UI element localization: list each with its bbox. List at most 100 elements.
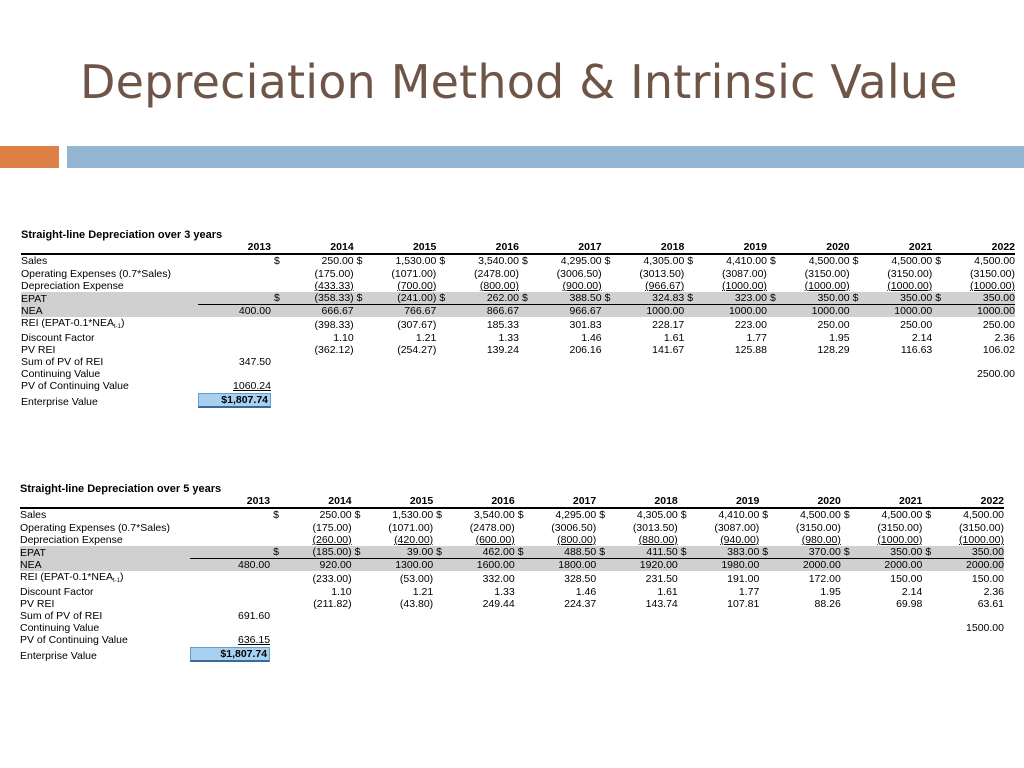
year-header-2017: 2017 bbox=[514, 495, 597, 510]
cell-value: 411.50 bbox=[646, 546, 678, 559]
value-2018: 1920.00 bbox=[596, 558, 678, 572]
empty-cell bbox=[436, 368, 519, 380]
cell-value: 228.17 bbox=[652, 319, 685, 332]
summary-value: 636.15 bbox=[237, 634, 271, 647]
value-2015: $39.00 bbox=[351, 546, 434, 560]
pv-continuing-value: 636.15 bbox=[190, 634, 270, 646]
value-2019: $4,410.00 bbox=[684, 254, 767, 267]
continuing-value: 1500.00 bbox=[966, 622, 1004, 635]
cell-value: 69.98 bbox=[896, 597, 923, 610]
value-2019: 107.81 bbox=[678, 598, 759, 610]
cell-value: (254.27) bbox=[397, 343, 437, 356]
value-2016: 185.33 bbox=[436, 317, 519, 331]
value-2014: $250.00 bbox=[271, 254, 354, 267]
cell-value: 224.37 bbox=[564, 597, 597, 610]
value-2017: 1.46 bbox=[519, 332, 601, 344]
row-label: Enterprise Value bbox=[20, 649, 97, 662]
value-2017: 301.83 bbox=[519, 317, 602, 331]
value-2018: $411.50 bbox=[596, 546, 678, 560]
row-label: Sum of PV of REI bbox=[21, 356, 104, 369]
summary-value: 347.50 bbox=[238, 356, 271, 369]
year-header-2015: 2015 bbox=[351, 495, 434, 510]
value-2021: $4,500.00 bbox=[850, 254, 933, 267]
value-2022: 2000.00 bbox=[922, 558, 1004, 572]
dollar-sign: $ bbox=[521, 292, 528, 305]
cell-value: 1.61 bbox=[663, 331, 685, 344]
cell-value: 1980.00 bbox=[721, 559, 760, 572]
row-label: PV of Continuing Value bbox=[21, 380, 129, 393]
cell-value: 4,295.00 bbox=[560, 255, 602, 268]
cell-value: (3013.50) bbox=[639, 267, 685, 280]
value-2021: (1000.00) bbox=[850, 280, 932, 292]
row-label: Discount Factor bbox=[21, 331, 95, 344]
row-sumpv: Sum of PV of REI 691.60 bbox=[20, 610, 1004, 622]
value-2015: (254.27) bbox=[354, 343, 437, 356]
value-2014: (398.33) bbox=[271, 317, 354, 331]
value-2017: 1800.00 bbox=[514, 558, 597, 572]
row-label: EPAT bbox=[20, 546, 191, 559]
value-2018: 1000.00 bbox=[601, 304, 685, 318]
value-2013 bbox=[198, 317, 271, 331]
year-header-2019: 2019 bbox=[684, 241, 767, 256]
year-header-2016: 2016 bbox=[436, 241, 519, 256]
row-ev: Enterprise Value $1,807.74 bbox=[21, 392, 1015, 408]
year-header-2013: 2013 bbox=[198, 241, 271, 256]
row-pvrei: PV REI (211.82) (43.80) 249.44 224.37 143.74 1… bbox=[20, 598, 1004, 610]
cell-value: 262.00 bbox=[486, 292, 519, 305]
value-2016: 1.33 bbox=[436, 332, 519, 344]
value-2022: (1000.00) bbox=[922, 534, 1004, 546]
pv-continuing-value: 1060.24 bbox=[198, 380, 271, 392]
continuing-value: 2500.00 bbox=[977, 368, 1015, 381]
cell-value: 116.63 bbox=[900, 343, 933, 356]
cell-value: 1.77 bbox=[746, 331, 767, 344]
cell-value: (307.67) bbox=[397, 319, 437, 332]
value-2019: 1.77 bbox=[684, 332, 767, 344]
value-2019: 191.00 bbox=[678, 571, 759, 585]
cell-value: 143.74 bbox=[645, 597, 678, 610]
value-2015: 1300.00 bbox=[351, 558, 434, 572]
value-2017: 966.67 bbox=[518, 304, 602, 318]
value-2019: (3087.00) bbox=[684, 268, 767, 280]
cell-value: 3,540.00 bbox=[478, 255, 519, 268]
value-2018: $324.83 bbox=[601, 292, 685, 306]
cell-value: 4,500.00 bbox=[891, 255, 933, 268]
value-2017: $388.50 bbox=[518, 292, 602, 306]
empty-cell bbox=[678, 622, 760, 634]
value-2013 bbox=[198, 344, 271, 356]
dollar-sign: $ bbox=[935, 255, 942, 268]
value-2022: 63.61 bbox=[922, 598, 1004, 610]
value-2014: (175.00) bbox=[271, 268, 354, 280]
value-2014: 666.67 bbox=[271, 304, 354, 318]
cell-value: (233.00) bbox=[312, 573, 352, 586]
cell-value: (3150.00) bbox=[970, 267, 1015, 280]
sum-pv-rei: 347.50 bbox=[198, 356, 271, 368]
cell-value: 1.10 bbox=[331, 585, 352, 598]
value-2017: $488.50 bbox=[514, 546, 597, 560]
value-2013 bbox=[198, 280, 271, 292]
value-2021: 2.14 bbox=[850, 332, 932, 344]
cell-value: 350.00 bbox=[971, 546, 1004, 559]
row-rei: REI (EPAT-0.1*NEAt-1) (233.00) (53.00) 332.… bbox=[20, 571, 1004, 585]
row-dep: Depreciation Expense (260.00) (420.00) (600… bbox=[20, 534, 1004, 546]
cell-value: 1800.00 bbox=[558, 559, 597, 572]
cell-value: 88.26 bbox=[814, 597, 841, 610]
value-2016: 139.24 bbox=[436, 344, 519, 356]
value-2020: 2000.00 bbox=[759, 558, 841, 572]
value-2017: (800.00) bbox=[515, 534, 596, 546]
value-2020: 1000.00 bbox=[766, 304, 850, 318]
dollar-sign: $ bbox=[680, 509, 687, 522]
value-2016: $3,540.00 bbox=[433, 508, 515, 521]
row-label: Depreciation Expense bbox=[21, 279, 124, 292]
enterprise-value: $1,807.74 bbox=[190, 646, 271, 662]
rei-label-subscript: t-1 bbox=[113, 324, 121, 331]
value-2021: $4,500.00 bbox=[841, 508, 923, 521]
cell-value: 2.36 bbox=[994, 331, 1015, 344]
cell-value: 350.00 bbox=[982, 292, 1015, 305]
enterprise-value-box: $1,807.74 bbox=[198, 392, 271, 408]
cell-value: 4,500.00 bbox=[799, 509, 841, 522]
cell-value: 4,500.00 bbox=[881, 509, 923, 522]
value-2014: (260.00) bbox=[270, 534, 352, 546]
value-2015: 766.67 bbox=[353, 304, 437, 318]
cell-value: 323.00 bbox=[734, 292, 767, 305]
value-2021: 2.14 bbox=[841, 586, 922, 598]
